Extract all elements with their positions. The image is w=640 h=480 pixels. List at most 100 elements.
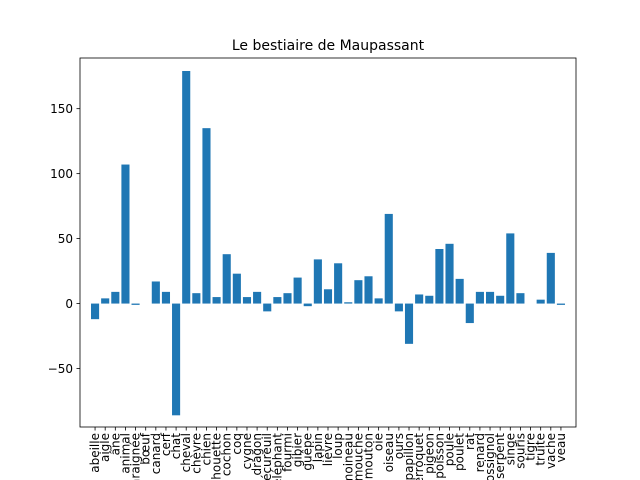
bar-mouche <box>354 280 363 304</box>
y-axis: −50 0 50 100 150 <box>48 102 80 376</box>
x-tick-label: serpent <box>493 433 507 479</box>
bar-fourmi <box>283 293 292 304</box>
x-tick-label: lapin <box>311 433 325 462</box>
x-tick-label: rossignol <box>483 433 497 480</box>
bar-éléphant <box>273 297 282 304</box>
bar-ours <box>394 303 403 312</box>
x-tick-label: chouette <box>210 433 224 480</box>
x-tick-label: truite <box>534 433 548 466</box>
x-tick-label: cheval <box>179 433 193 472</box>
x-tick-label: abeille <box>88 433 102 473</box>
bar-oiseau <box>384 213 393 304</box>
x-tick-label: dragon <box>250 433 264 475</box>
x-tick-label: éléphant <box>270 433 284 480</box>
x-tick-label: souris <box>513 433 527 469</box>
x-tick-label: cygne <box>240 433 254 469</box>
x-axis: abeilleaigleâneanimalaraignéebœufcanardc… <box>88 427 568 480</box>
bar-gibier <box>293 277 302 304</box>
bar-poule <box>445 243 454 304</box>
bar-lapin <box>313 259 322 304</box>
bar-canard <box>151 281 160 304</box>
x-tick-label: moineau <box>341 433 355 480</box>
x-tick-label: gibier <box>291 433 305 467</box>
y-tick-label: 0 <box>65 297 73 311</box>
bar-écureuil <box>263 303 272 312</box>
plot-frame <box>79 57 577 428</box>
bar-mouton <box>364 276 373 304</box>
bar-poisson <box>435 249 444 304</box>
x-tick-label: âne <box>108 433 122 455</box>
y-tick-label: −50 <box>48 362 73 376</box>
x-tick-label: écureuil <box>260 433 274 480</box>
bar-lièvre <box>323 289 333 304</box>
bar-coq <box>232 273 241 304</box>
bar-cochon <box>222 254 231 304</box>
x-tick-label: papillon <box>402 433 416 480</box>
x-tick-label: lièvre <box>321 433 335 466</box>
bar-vache <box>546 252 555 304</box>
bar-pigeon <box>425 295 434 304</box>
bar-veau <box>556 303 565 305</box>
bar-chat <box>172 303 181 416</box>
x-tick-label: oiseau <box>382 433 396 472</box>
x-tick-label: canard <box>149 433 163 474</box>
bars-group <box>91 70 565 416</box>
x-tick-label: oie <box>372 433 386 451</box>
x-tick-label: mouche <box>351 433 365 480</box>
x-tick-label: ours <box>392 433 406 459</box>
bar-rat <box>465 303 474 324</box>
bar-animal <box>121 164 130 304</box>
bar-moineau <box>344 302 353 304</box>
bar-poulet <box>455 278 464 304</box>
bar-loup <box>334 263 343 304</box>
bar-araignée <box>131 303 140 305</box>
bar-âne <box>111 291 120 304</box>
x-tick-label: aigle <box>98 433 112 462</box>
bar-chien <box>202 128 211 304</box>
bar-cygne <box>242 297 252 304</box>
bar-truite <box>536 299 545 304</box>
bar-chèvre <box>192 293 201 304</box>
bar-oie <box>374 298 383 304</box>
x-tick-label: araignée <box>129 433 143 480</box>
x-tick-label: coq <box>230 433 244 455</box>
x-tick-label: fourmi <box>280 433 294 472</box>
y-tick-label: 50 <box>58 232 73 246</box>
x-tick-label: chien <box>199 433 213 466</box>
x-tick-label: cerf <box>159 432 173 456</box>
x-tick-label: cochon <box>220 433 234 476</box>
bar-abeille <box>91 303 100 320</box>
x-tick-label: veau <box>554 433 568 462</box>
x-tick-label: animal <box>118 433 132 474</box>
x-tick-label: pigeon <box>422 433 436 474</box>
bar-cerf <box>161 291 171 304</box>
bar-cheval <box>182 70 191 304</box>
bar-serpent <box>496 295 505 304</box>
x-tick-label: singe <box>503 433 517 465</box>
bar-perroquet <box>415 294 424 304</box>
x-tick-label: bœuf <box>139 432 153 464</box>
bar-rossignol <box>485 291 495 304</box>
x-tick-label: mouton <box>362 433 376 479</box>
bar-papillon <box>404 303 414 344</box>
x-tick-label: poulet <box>453 433 467 471</box>
x-tick-label: guêpe <box>301 433 315 471</box>
x-tick-label: vache <box>544 433 558 469</box>
bar-singe <box>506 233 515 304</box>
bar-aigle <box>101 298 110 304</box>
bar-guêpe <box>303 303 312 307</box>
bar-renard <box>475 291 484 304</box>
x-tick-label: chèvre <box>189 433 203 474</box>
x-tick-label: tigre <box>524 433 538 461</box>
x-tick-label: poisson <box>432 433 446 479</box>
x-tick-label: rat <box>463 433 477 450</box>
bar-dragon <box>253 291 262 304</box>
bar-souris <box>516 293 525 304</box>
x-tick-label: chat <box>169 433 183 460</box>
y-tick-label: 150 <box>50 102 73 116</box>
y-tick-label: 100 <box>50 167 73 181</box>
x-tick-label: loup <box>331 433 345 459</box>
x-tick-label: renard <box>473 433 487 472</box>
